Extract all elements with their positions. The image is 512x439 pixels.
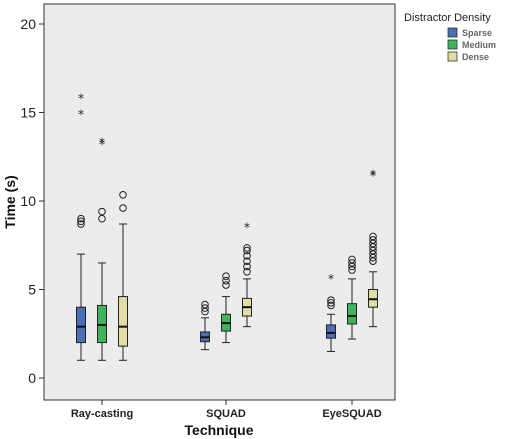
x-tick-label: Ray-casting: [71, 408, 133, 420]
extreme-point: *: [370, 169, 376, 183]
outlier-point: [327, 301, 335, 310]
outlier-point: [201, 304, 209, 312]
extreme-point: *: [244, 221, 250, 235]
box-sparse-eyesquad: *: [326, 272, 336, 352]
legend-label-sparse: Sparse: [462, 28, 492, 38]
box-dense-ray-casting: [118, 191, 128, 361]
outlier-point: [369, 236, 377, 244]
outlier-point: [77, 220, 85, 228]
outlier-point: [243, 252, 251, 260]
iqr-box: [118, 296, 128, 347]
outlier-point: [327, 296, 335, 304]
legend-swatch-sparse: [447, 27, 458, 38]
y-tick-label: 5: [28, 282, 36, 298]
outlier-point: [348, 259, 356, 267]
y-tick-label: 0: [28, 370, 36, 386]
outlier-point: [201, 300, 209, 309]
legend-label-medium: Medium: [462, 40, 496, 50]
box-medium-squad: [221, 272, 231, 344]
legend-label-dense: Dense: [462, 52, 489, 62]
box-sparse-squad: [200, 300, 210, 351]
outlier-point: [119, 191, 127, 199]
outlier-point: [327, 298, 335, 307]
y-tick-label: 10: [20, 193, 36, 209]
iqr-box: [347, 303, 357, 325]
x-tick-label: EyeSQUAD: [322, 408, 381, 420]
outlier-point: [243, 268, 251, 276]
y-axis-title: Time (s): [2, 175, 18, 228]
extreme-point: *: [99, 136, 105, 150]
outlier-point: [369, 232, 377, 241]
outlier-point: [243, 244, 251, 252]
x-axis-title: Technique: [185, 422, 254, 438]
legend-swatch-dense: [447, 51, 458, 62]
legend: Distractor Density Sparse Medium Dense: [404, 12, 496, 62]
extreme-point: *: [78, 107, 84, 121]
iqr-box: [326, 324, 336, 339]
y-tick-label: 15: [20, 105, 36, 121]
y-axis: 0 5 10 15 20: [20, 16, 44, 386]
x-axis: Ray-casting SQUAD EyeSQUAD: [71, 400, 382, 420]
extreme-point: *: [328, 272, 334, 286]
box-dense-eyesquad: **: [368, 167, 378, 328]
outlier-point: [119, 204, 127, 212]
legend-swatch-medium: [447, 39, 458, 50]
extreme-point: *: [370, 167, 376, 181]
y-tick-label: 20: [20, 16, 36, 32]
outlier-point: [222, 276, 230, 285]
outlier-point: [243, 262, 251, 271]
box-sparse-ray-casting: **: [76, 91, 86, 361]
box-medium-eyesquad: [347, 255, 357, 340]
outlier-point: [243, 246, 251, 255]
extreme-point: *: [99, 137, 105, 151]
iqr-box: [76, 306, 86, 344]
box-medium-ray-casting: **: [97, 136, 107, 361]
legend-title: Distractor Density: [404, 12, 491, 24]
outlier-point: [222, 272, 230, 281]
plot-area: [43, 3, 396, 401]
outlier-point: [222, 281, 230, 289]
outlier-point: [348, 255, 356, 264]
x-tick-label: SQUAD: [206, 408, 246, 420]
box-dense-squad: *: [242, 221, 252, 328]
outlier-point: [243, 257, 251, 265]
box-series: ********: [76, 91, 378, 361]
outlier-point: [77, 217, 85, 226]
outlier-point: [77, 214, 85, 223]
outlier-point: [98, 207, 106, 216]
extreme-point: *: [78, 91, 84, 105]
